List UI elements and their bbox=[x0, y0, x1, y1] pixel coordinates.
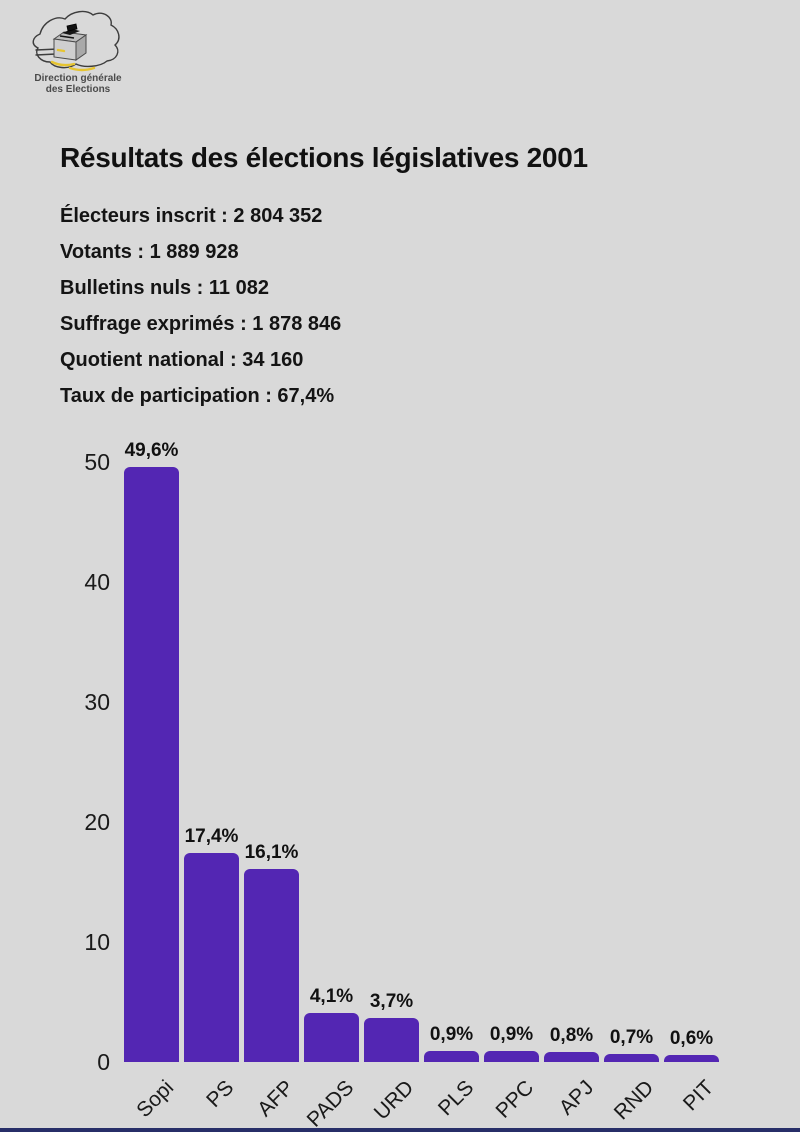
bar-value-label: 0,6% bbox=[669, 1028, 714, 1049]
y-axis-tick-label: 40 bbox=[84, 569, 110, 595]
bar-urd bbox=[364, 1018, 419, 1062]
bar-value-label: 0,9% bbox=[429, 1024, 474, 1045]
bar-value-label: 0,9% bbox=[489, 1024, 534, 1045]
logo-text-line1: Direction générale bbox=[34, 73, 122, 84]
bar-value-label: 49,6% bbox=[124, 440, 179, 461]
bar-value-label: 17,4% bbox=[184, 826, 239, 847]
y-axis-tick-label: 30 bbox=[84, 689, 110, 715]
bar-pads bbox=[304, 1013, 359, 1062]
x-axis-label-sopi: Sopi bbox=[131, 1076, 178, 1122]
bar-pit bbox=[664, 1055, 719, 1062]
bottom-edge-strip bbox=[0, 1128, 800, 1132]
y-axis-tick-label: 0 bbox=[97, 1049, 110, 1075]
bar-rnd bbox=[604, 1054, 659, 1062]
ballot-box-icon bbox=[52, 23, 88, 61]
bar-afp bbox=[244, 869, 299, 1062]
y-axis-tick-label: 10 bbox=[84, 929, 110, 955]
bar-ppc bbox=[484, 1051, 539, 1062]
election-stats: Électeurs inscrit : 2 804 352 Votants : … bbox=[60, 198, 620, 414]
bar-value-label: 0,7% bbox=[609, 1027, 654, 1048]
bar-apj bbox=[544, 1052, 599, 1062]
bar-ps bbox=[184, 853, 239, 1062]
stat-national-quotient: Quotient national : 34 160 bbox=[60, 349, 304, 371]
page-title: Résultats des élections législatives 200… bbox=[60, 142, 588, 173]
stat-valid-votes: Suffrage exprimés : 1 878 846 bbox=[60, 313, 342, 335]
stat-turnout: Taux de participation : 67,4% bbox=[60, 385, 335, 407]
bar-value-label: 4,1% bbox=[309, 986, 354, 1007]
bar-value-label: 16,1% bbox=[244, 842, 299, 863]
stat-votes-cast: Votants : 1 889 928 bbox=[60, 241, 239, 263]
y-axis-tick-label: 20 bbox=[84, 809, 110, 835]
logo-text-line2: des Elections bbox=[46, 84, 111, 94]
yellow-accent-strokes bbox=[50, 48, 96, 72]
results-bar-chart: 50 40 30 20 10 0 49,6% Sopi 17,4% PS 16,1% AFP 4,1% P… bbox=[0, 430, 800, 1132]
stat-registered-voters: Électeurs inscrit : 2 804 352 bbox=[60, 205, 323, 227]
dge-logo: Direction générale des Elections bbox=[32, 10, 122, 94]
bar-value-label: 0,8% bbox=[549, 1025, 594, 1046]
bar-pls bbox=[424, 1051, 479, 1062]
y-axis-tick-label: 50 bbox=[84, 449, 110, 475]
bar-value-label: 3,7% bbox=[369, 991, 414, 1012]
stat-null-ballots: Bulletins nuls : 11 082 bbox=[60, 277, 269, 299]
bar-sopi bbox=[124, 467, 179, 1062]
